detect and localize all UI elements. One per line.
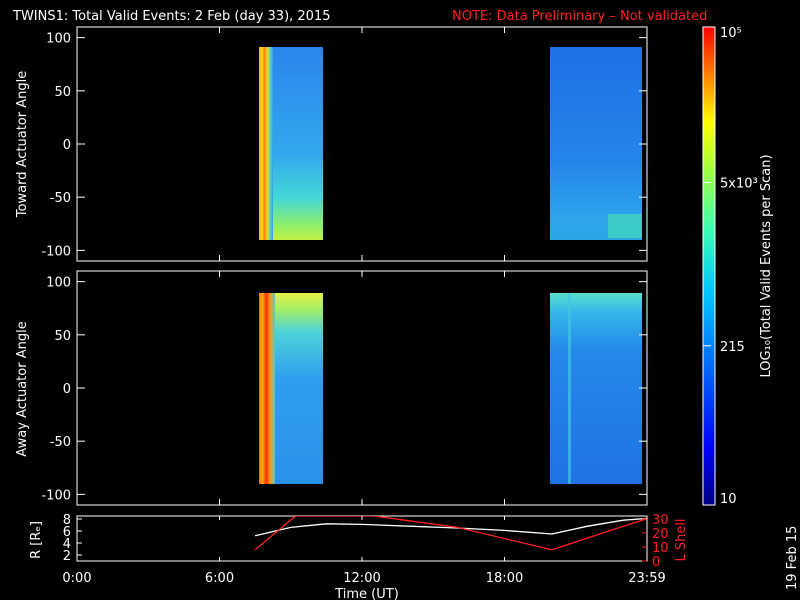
top-yticks: 100 50 0 -50 -100 bbox=[41, 32, 647, 259]
bottom-ylabel: Away Actuator Angle bbox=[15, 321, 30, 456]
top-y-tick-label: -50 bbox=[50, 191, 71, 206]
top-block-morning-stripe bbox=[259, 47, 273, 240]
bottom-y-tick-label: -50 bbox=[50, 435, 71, 450]
top-y-tick-label: 0 bbox=[63, 138, 71, 153]
bottom-yticks: 100 50 0 -50 -100 bbox=[41, 276, 647, 503]
chart-title: TWINS1: Total Valid Events: 2 Feb (day 3… bbox=[12, 9, 331, 24]
bottom-block-evening bbox=[550, 293, 642, 484]
x-tick-label: 0:00 bbox=[62, 571, 91, 586]
x-tick-label: 6:00 bbox=[205, 571, 234, 586]
colorbar-tick-label: 10⁵ bbox=[720, 26, 742, 41]
r-tick-label: 2 bbox=[63, 549, 71, 564]
r-tick-label: 8 bbox=[63, 513, 71, 528]
preliminary-note: NOTE: Data Preliminary – Not validated bbox=[452, 9, 707, 24]
bottom-y-tick-label: 100 bbox=[46, 276, 71, 291]
colorbar-label: LOG₁₀(Total Valid Events per Scan) bbox=[759, 154, 774, 377]
bottom-heatmap-blocks bbox=[259, 293, 642, 484]
bottom-panel: Away Actuator Angle 100 50 0 -50 -100 bbox=[15, 270, 648, 506]
lshell-axis-label: L Shell bbox=[674, 518, 689, 561]
lshell-tick-label: 30 bbox=[652, 513, 669, 528]
r-axis-label: R [Rₑ] bbox=[29, 521, 44, 559]
x-tick-label: 23:59 bbox=[628, 571, 665, 586]
time-axis-label: Time (UT) bbox=[334, 587, 399, 600]
top-block-evening-hotspot bbox=[608, 214, 642, 238]
lshell-tick-label: 0 bbox=[652, 555, 660, 570]
bottom-block-morning-stripe bbox=[259, 293, 275, 484]
r-tick-label: 4 bbox=[63, 537, 71, 552]
lshell-tick-label: 10 bbox=[652, 541, 669, 556]
colorbar-gradient bbox=[702, 26, 716, 506]
time-axis-ticks: 0:00 6:00 12:00 18:00 23:59 bbox=[62, 27, 666, 586]
top-heatmap-blocks bbox=[259, 47, 642, 240]
top-panel: Toward Actuator Angle 100 50 0 -50 -100 bbox=[15, 26, 648, 262]
lshell-tick-label: 20 bbox=[652, 527, 669, 542]
r-tick-label: 6 bbox=[63, 525, 71, 540]
ephemeris-lines bbox=[254, 516, 647, 551]
x-tick-label: 12:00 bbox=[343, 571, 380, 586]
lshell-line bbox=[254, 516, 647, 551]
colorbar: 10 215 5x10³ 10⁵ LOG₁₀(Total Valid Events p… bbox=[702, 26, 774, 507]
top-y-tick-label: -100 bbox=[41, 244, 71, 259]
ephemeris-frame bbox=[76, 515, 648, 562]
colorbar-tick-label: 10 bbox=[720, 492, 737, 507]
bottom-block-evening-line bbox=[568, 293, 571, 484]
date-stamp: 19 Feb 15 bbox=[785, 526, 800, 590]
top-y-tick-label: 100 bbox=[46, 32, 71, 47]
bottom-y-tick-label: 50 bbox=[54, 329, 71, 344]
colorbar-tick-label: 5x10³ bbox=[720, 176, 758, 191]
top-ylabel: Toward Actuator Angle bbox=[15, 71, 30, 218]
bottom-y-tick-label: 0 bbox=[63, 382, 71, 397]
colorbar-ticks: 10 215 5x10³ 10⁵ bbox=[703, 26, 758, 507]
x-tick-label: 18:00 bbox=[486, 571, 523, 586]
top-y-tick-label: 50 bbox=[54, 85, 71, 100]
top-block-evening bbox=[550, 47, 642, 240]
bottom-y-tick-label: -100 bbox=[41, 488, 71, 503]
r-distance-line bbox=[254, 517, 647, 537]
colorbar-tick-label: 215 bbox=[720, 340, 745, 355]
